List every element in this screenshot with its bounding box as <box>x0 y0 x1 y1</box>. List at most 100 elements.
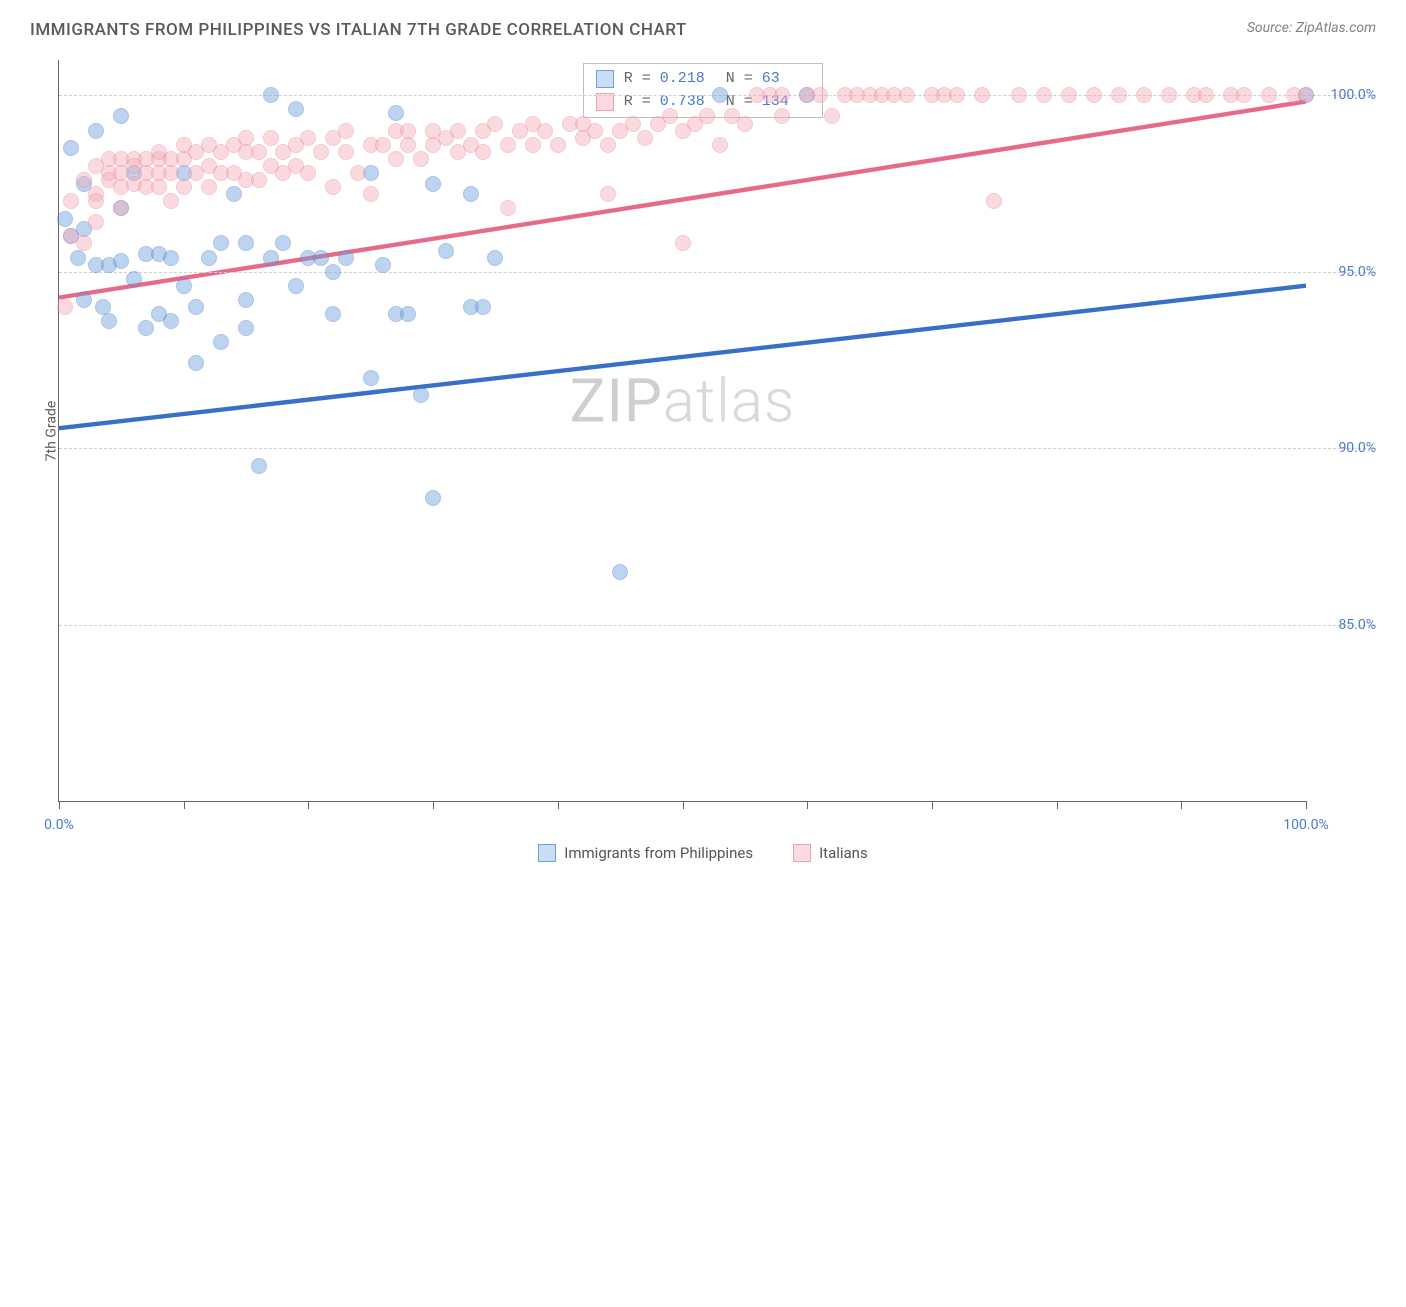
data-point <box>413 151 429 167</box>
x-tick <box>1306 801 1307 809</box>
data-point <box>238 292 254 308</box>
x-tick <box>1181 801 1182 809</box>
data-point <box>300 165 316 181</box>
x-tick-label: 100.0% <box>1283 817 1328 833</box>
data-point <box>213 235 229 251</box>
data-point <box>400 123 416 139</box>
data-point <box>600 137 616 153</box>
data-point <box>413 387 429 403</box>
data-point <box>338 144 354 160</box>
data-point <box>1161 87 1177 103</box>
data-point <box>1086 87 1102 103</box>
data-point <box>213 334 229 350</box>
data-point <box>176 179 192 195</box>
data-point <box>63 193 79 209</box>
data-point <box>425 176 441 192</box>
legend-swatch <box>793 844 811 862</box>
x-tick-label: 0.0% <box>44 817 74 833</box>
source-value: ZipAtlas.com <box>1296 20 1376 36</box>
data-point <box>251 458 267 474</box>
y-tick-label: 95.0% <box>1316 264 1376 280</box>
data-point <box>275 235 291 251</box>
data-point <box>251 144 267 160</box>
data-point <box>88 214 104 230</box>
source-attribution: Source: ZipAtlas.com <box>1247 20 1376 36</box>
legend-label: Italians <box>819 844 868 862</box>
data-point <box>550 137 566 153</box>
data-point <box>325 179 341 195</box>
source-label: Source: <box>1247 20 1292 36</box>
data-point <box>475 144 491 160</box>
data-point <box>662 108 678 124</box>
data-point <box>288 101 304 117</box>
data-point <box>1036 87 1052 103</box>
data-point <box>375 257 391 273</box>
legend-item: Immigrants from Philippines <box>538 844 753 862</box>
data-point <box>238 130 254 146</box>
data-point <box>300 130 316 146</box>
data-point <box>76 172 92 188</box>
data-point <box>188 355 204 371</box>
data-point <box>400 137 416 153</box>
data-point <box>675 235 691 251</box>
data-point <box>263 130 279 146</box>
data-point <box>974 87 990 103</box>
data-point <box>463 186 479 202</box>
data-point <box>113 253 129 269</box>
data-point <box>313 144 329 160</box>
data-point <box>600 186 616 202</box>
data-point <box>313 250 329 266</box>
data-point <box>774 108 790 124</box>
data-point <box>88 123 104 139</box>
data-point <box>1298 87 1314 103</box>
y-tick-label: 90.0% <box>1316 440 1376 456</box>
y-axis-label: 7th Grade <box>43 400 59 461</box>
data-point <box>101 313 117 329</box>
data-point <box>1261 87 1277 103</box>
data-point <box>1111 87 1127 103</box>
legend-swatch <box>538 844 556 862</box>
data-point <box>1198 87 1214 103</box>
data-point <box>699 108 715 124</box>
data-point <box>57 211 73 227</box>
data-point <box>774 87 790 103</box>
data-point <box>76 235 92 251</box>
data-point <box>57 299 73 315</box>
data-point <box>338 123 354 139</box>
data-point <box>1136 87 1152 103</box>
data-point <box>612 564 628 580</box>
data-point <box>163 313 179 329</box>
data-point <box>325 306 341 322</box>
x-tick <box>932 801 933 809</box>
stats-row: R = 0.218 N = 63 <box>596 68 810 91</box>
stats-swatch <box>596 70 614 88</box>
chart-title: IMMIGRANTS FROM PHILIPPINES VS ITALIAN 7… <box>30 20 687 40</box>
data-point <box>500 137 516 153</box>
data-point <box>537 123 553 139</box>
data-point <box>63 140 79 156</box>
data-point <box>188 299 204 315</box>
data-point <box>350 165 366 181</box>
data-point <box>375 137 391 153</box>
data-point <box>138 320 154 336</box>
watermark: ZIPatlas <box>570 365 796 436</box>
x-tick <box>807 801 808 809</box>
data-point <box>238 320 254 336</box>
data-point <box>363 370 379 386</box>
data-point <box>899 87 915 103</box>
data-point <box>201 250 217 266</box>
data-point <box>712 87 728 103</box>
x-tick <box>433 801 434 809</box>
data-point <box>70 250 86 266</box>
data-point <box>1061 87 1077 103</box>
data-point <box>363 186 379 202</box>
x-tick <box>308 801 309 809</box>
data-point <box>226 186 242 202</box>
data-point <box>238 235 254 251</box>
data-point <box>487 116 503 132</box>
data-point <box>712 137 728 153</box>
data-point <box>625 116 641 132</box>
gridline <box>59 448 1376 449</box>
gridline <box>59 272 1376 273</box>
data-point <box>76 292 92 308</box>
